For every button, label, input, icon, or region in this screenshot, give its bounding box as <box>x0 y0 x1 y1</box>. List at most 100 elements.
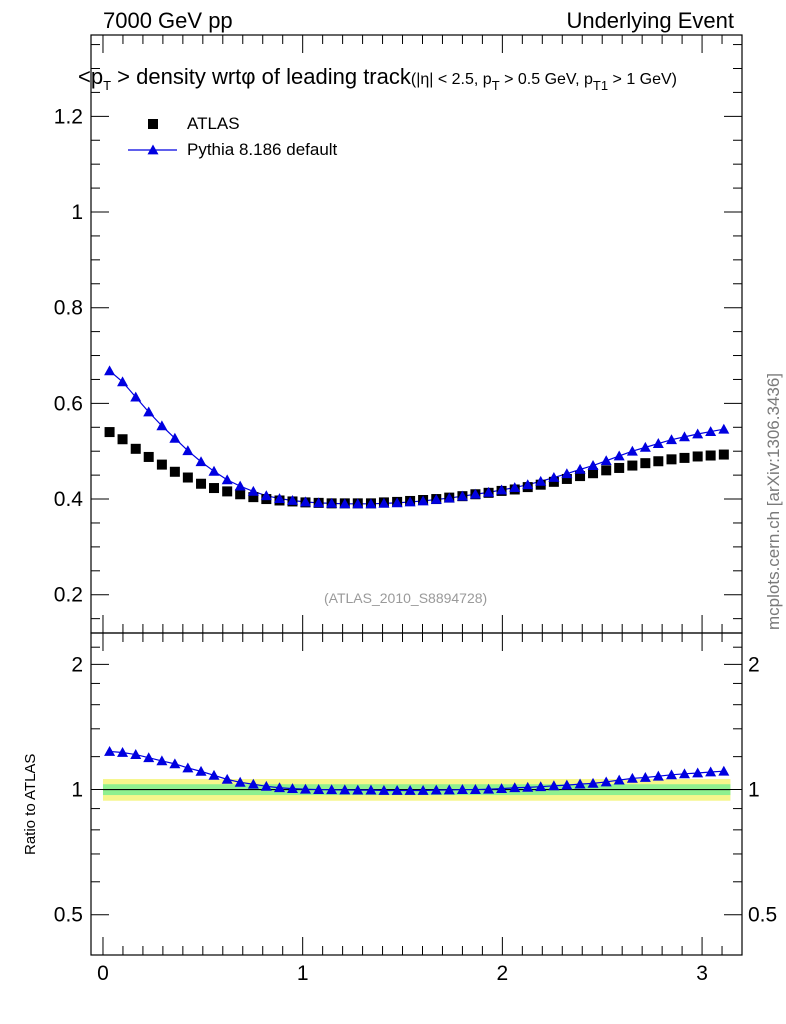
pythia-mc-point <box>130 391 142 402</box>
pythia-ratio-point <box>339 784 351 795</box>
pythia-ratio-point <box>143 752 155 763</box>
pythia-mc-point <box>587 460 599 470</box>
pythia-mc-point <box>456 490 468 501</box>
ratio-mc-points <box>104 745 730 795</box>
ratio-y-axis-label: Ratio to ATLAS <box>22 753 39 855</box>
pythia-mc-point <box>208 465 220 476</box>
pythia-mc-point <box>352 498 364 509</box>
pythia-ratio-point <box>326 784 338 795</box>
main-data-points <box>104 427 729 509</box>
title-phi: φ <box>241 64 256 89</box>
atlas-data-point <box>561 473 572 484</box>
atlas-data-point <box>588 468 599 479</box>
title-cuts: (|η| < 2.5, pT > 0.5 GeV, pT1 > 1 GeV) <box>411 71 678 93</box>
atlas-data-point <box>209 483 220 494</box>
pythia-mc-point <box>509 482 521 492</box>
pythia-ratio-point <box>130 749 142 759</box>
atlas-data-point <box>117 434 128 445</box>
pythia-ratio-point <box>443 784 455 795</box>
pythia-mc-point <box>234 480 246 491</box>
x-tick-label: 3 <box>696 962 708 985</box>
pythia-mc-point <box>469 488 481 499</box>
pythia-ratio-point <box>705 766 717 777</box>
pythia-mc-point <box>574 463 586 474</box>
pythia-mc-point <box>417 495 429 506</box>
atlas-data-point <box>222 486 233 497</box>
title-cuts-sub1: T <box>491 78 500 93</box>
pythia-mc-point <box>365 498 377 509</box>
atlas-data-point <box>679 452 690 463</box>
pythia-ratio-point <box>404 784 416 795</box>
atlas-data-point <box>627 460 638 471</box>
title-cuts-c: > 1 GeV) <box>612 71 678 88</box>
pythia-ratio-point <box>365 784 377 795</box>
atlas-data-point <box>248 492 259 503</box>
pythia-mc-point <box>221 474 233 485</box>
atlas-data-point <box>575 471 586 482</box>
pythia-mc-point <box>483 486 495 497</box>
main-y-tick-label: 0.8 <box>54 297 83 320</box>
pythia-ratio-point <box>260 780 272 791</box>
pythia-ratio-point <box>417 784 429 795</box>
pythia-ratio-point <box>182 762 194 773</box>
pythia-mc-point <box>143 406 155 417</box>
pythia-mc-point <box>535 475 547 486</box>
atlas-data-point <box>705 450 716 461</box>
pythia-mc-point <box>274 493 286 503</box>
legend-markers <box>128 119 177 155</box>
side-reference-label: mcplots.cern.ch [arXiv:1306.3436] <box>764 372 783 630</box>
title-cuts-sub2: T1 <box>592 78 609 93</box>
pythia-mc-point <box>299 496 311 507</box>
ratio-y-tick-label-right: 0.5 <box>748 904 777 927</box>
pythia-mc-point <box>561 468 573 479</box>
pythia-ratio-point <box>613 774 625 785</box>
ratio-y-tick-label: 1 <box>71 779 83 802</box>
pythia-mc-point <box>104 365 116 376</box>
ratio-frame <box>90 632 743 956</box>
pythia-mc-point <box>182 445 194 456</box>
pythia-mc-point <box>639 441 651 452</box>
pythia-mc-point <box>678 431 690 442</box>
pythia-ratio-point <box>522 781 534 792</box>
pythia-ratio-point <box>156 755 168 766</box>
atlas-data-point <box>143 451 154 462</box>
ratio-axis-ticks: 0.5 0.5 1 1 2 2 <box>54 646 777 927</box>
atlas-data-point <box>130 443 141 454</box>
main-axis-ticks: 0.2 0.4 0.6 0.8 1 1.2 <box>54 44 742 620</box>
atlas-data-point <box>169 466 180 477</box>
atlas-data-point <box>182 472 193 483</box>
pythia-ratio-point <box>299 783 311 794</box>
pythia-ratio-point <box>652 770 664 781</box>
atlas-data-point <box>601 465 612 476</box>
pythia-ratio-point <box>509 782 521 793</box>
pythia-ratio-point <box>286 783 298 794</box>
pythia-mc-point <box>117 376 129 387</box>
atlas-data-point <box>614 462 625 473</box>
pythia-mc-point <box>247 485 259 496</box>
pythia-ratio-point <box>313 784 325 794</box>
pythia-ratio-point <box>169 758 181 769</box>
pythia-ratio-point <box>469 784 481 794</box>
x-tick-label: 0 <box>97 962 109 985</box>
pythia-ratio-point <box>639 772 651 782</box>
pythia-ratio-point <box>692 767 704 778</box>
pythia-ratio-point <box>208 769 220 780</box>
pythia-mc-point <box>260 490 272 501</box>
pythia-mc-point <box>666 434 678 445</box>
atlas-data-point <box>692 451 703 462</box>
main-y-tick-label: 1 <box>71 201 83 224</box>
title-part-a: <p <box>78 64 104 89</box>
pythia-mc-point <box>705 426 717 436</box>
ratio-y-tick-label: 0.5 <box>54 904 83 927</box>
main-y-tick-label: 1.2 <box>54 105 83 128</box>
pythia-mc-point <box>718 423 730 434</box>
pythia-ratio-point <box>117 746 129 757</box>
pythia-mc-point <box>326 497 338 508</box>
atlas-data-point <box>653 456 664 467</box>
x-axis-ticks: 0 1 2 3 <box>97 35 723 985</box>
pythia-ratio-point <box>274 782 286 793</box>
legend-marker-atlas <box>148 119 158 129</box>
pythia-ratio-point <box>496 783 508 794</box>
pythia-ratio-point <box>600 776 612 787</box>
